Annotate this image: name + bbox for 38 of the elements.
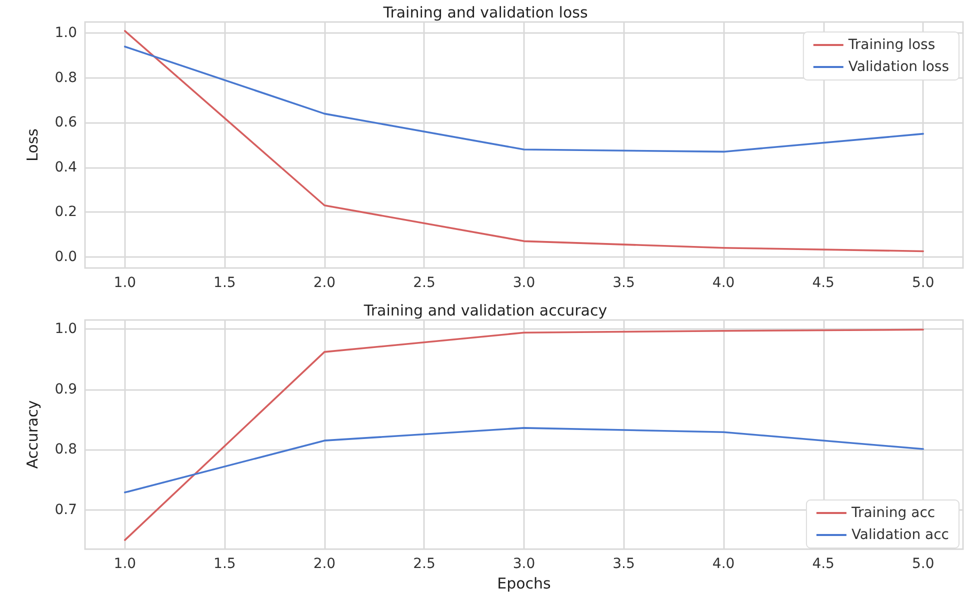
x-tick-label: 1.5 [214,275,236,291]
legend-label: Training loss [847,37,936,53]
x-tick-label: 2.5 [413,275,436,291]
x-tick-label: 2.0 [313,556,336,572]
x-tick-label: 2.5 [413,556,436,572]
x-tick-label: 1.0 [114,556,136,572]
x-tick-label: 3.0 [512,275,536,291]
y-tick-label: 1.0 [54,321,77,338]
legend-label: Validation loss [848,59,949,75]
x-tick-label: 4.5 [812,556,834,572]
line-series [124,427,924,494]
legend-label: Training acc [850,505,936,521]
y-tick-label: 0.6 [54,114,78,131]
x-tick-label: 4.0 [712,556,735,572]
x-tick-label: 5.0 [912,556,934,572]
y-axis-title: Loss [24,128,42,162]
y-tick-label: 0.8 [54,70,77,86]
chart-title: Training and validation accuracy [362,302,608,320]
y-tick-label: 0.8 [54,442,77,458]
x-tick-label: 1.5 [214,556,236,572]
x-tick-label: 5.0 [912,275,934,291]
x-axis-title: Epochs [497,574,552,592]
x-tick-label: 2.0 [313,275,336,291]
x-tick-label: 3.5 [612,275,635,291]
y-tick-label: 0.7 [54,502,77,518]
y-tick-label: 0.4 [54,159,78,176]
x-tick-label: 1.0 [114,275,136,291]
x-tick-label: 3.0 [512,556,536,572]
x-tick-label: 4.0 [712,275,735,291]
y-tick-label: 0.2 [54,204,77,220]
legend-label: Validation acc [851,527,950,543]
y-axis-title: Accuracy [24,400,42,469]
x-tick-label: 3.5 [612,556,635,572]
y-tick-label: 0.0 [54,248,77,265]
y-tick-label: 1.0 [54,25,77,42]
chart-title: Training and validation loss [382,4,588,22]
x-tick-label: 4.5 [812,275,834,291]
y-tick-label: 0.9 [54,381,77,398]
